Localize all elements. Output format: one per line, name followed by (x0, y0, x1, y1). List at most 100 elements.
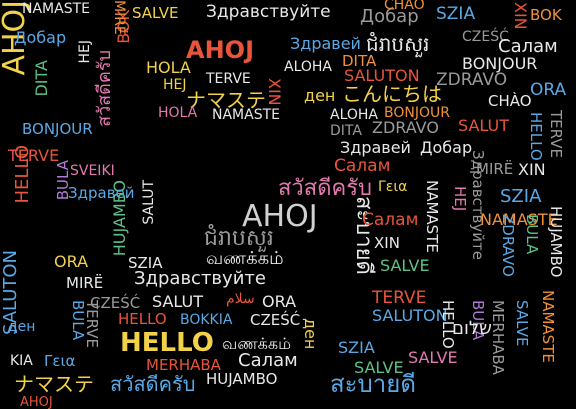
word-zdravei-top: Здравей (290, 34, 361, 53)
word-zdravei-mid: Здравей (340, 138, 411, 157)
word-dobar-left: Добар (14, 28, 67, 47)
word-ahoj-red: AHOJ (186, 36, 254, 64)
word-zdravstvuyte-top: Здравствуйте (206, 2, 331, 22)
word-merhaba-lower: MERHABA (146, 356, 221, 374)
word-bula-vertical-lower: BULA (469, 300, 487, 341)
word-xin-right: XIN (518, 160, 546, 179)
word-mire-left: MIRË (66, 274, 104, 292)
word-namaste-orange: NAMASTE (480, 210, 558, 229)
word-geia-left: Γεια (44, 352, 76, 370)
word-zdravstvuyte-mid: Здравствуйте (134, 268, 266, 289)
word-szia-left: SZIA (128, 254, 163, 272)
word-den-vertical: ден (301, 318, 320, 350)
word-hej-vertical: HEJ (451, 186, 469, 212)
word-ora-right: ORA (530, 80, 567, 100)
word-hola-pink: HOLA (158, 105, 198, 121)
word-dita-gray: DITA (330, 123, 362, 139)
word-czesc-left: CZEŚĆ (90, 294, 141, 312)
word-czesc-mid: CZEŚĆ (250, 311, 301, 329)
word-salut-vertical: SALUT (141, 180, 157, 225)
word-sabaidee-lower: สะบายดี (330, 370, 416, 398)
word-terve-left: TERVE (8, 146, 60, 165)
word-szia-right: SZIA (500, 186, 542, 207)
word-salam-mid: Салам (334, 156, 391, 176)
word-dou-mid: Салам (362, 210, 419, 230)
word-tamil-lower: வணக்கம் (222, 334, 292, 353)
word-kia-left: KIA (10, 353, 33, 369)
word-bonjour-mid: BONJOUR (384, 105, 450, 121)
word-mire-right: MIRË (476, 160, 514, 178)
word-bula-vertical: BULA (523, 214, 541, 255)
word-salam-lower: Салам (238, 350, 298, 371)
word-czesc-top: CZEŚĆ (462, 29, 509, 45)
word-bokkia: BOKKIA (180, 312, 233, 328)
word-ora-center: ORA (262, 292, 297, 311)
word-hojour-bottom: AHOJ (20, 395, 53, 409)
word-namaste-kanji: ナマステ (186, 88, 266, 112)
word-szia-top: SZIA (436, 4, 476, 24)
word-terve-right-vertical: TERVE (547, 110, 565, 158)
word-sabaidee-vertical: สะบายดี (351, 196, 376, 275)
word-hello-right-vertical: HELLO (527, 112, 545, 161)
word-aloha-mid: ALOHA (330, 107, 379, 123)
word-dita-top: DITA (342, 52, 377, 70)
word-ciao-vertical: HEJ (77, 40, 93, 64)
word-terve-mid: TERVE (372, 288, 427, 308)
word-chao-top: CHÀO (384, 0, 425, 13)
word-mire-vertical: MIRË (111, 0, 127, 35)
word-bok-top: BOK (530, 6, 562, 24)
word-namaste-vertical-lower: NAMASTE (539, 290, 557, 363)
word-terve-vertical-lower: TERVE (83, 300, 101, 348)
word-salve-top: SALVE (132, 4, 179, 22)
word-arabic-center: سلام (226, 291, 255, 307)
word-salve-mid: SALVE (380, 256, 430, 275)
word-sawasdee-vertical: สวัสดีครับ (94, 50, 115, 127)
word-salve-lower: SALVE (408, 348, 458, 367)
word-szia-lower: SZIA (338, 338, 375, 357)
word-bonjour-top: BONJOUR (462, 54, 538, 73)
word-bula-vertical-left: BULA (69, 300, 87, 341)
word-konnichiwa: こんにちは (342, 82, 442, 106)
word-zdravo-mid: ZDRAVO (372, 118, 439, 137)
word-den-mid: ден (304, 86, 336, 105)
word-namaste-mid: NAMASTE (212, 107, 280, 123)
word-saluton-mid: SALUTON (372, 306, 448, 325)
word-zdravei-left: Здравей (68, 184, 135, 202)
word-xin-center: XIN (374, 234, 400, 252)
word-hej-top: HEJ (163, 77, 187, 93)
word-namaste-vertical: NAMASTE (423, 180, 441, 253)
word-den-left: ден (8, 319, 36, 335)
word-hebrew: שלום (452, 318, 492, 339)
word-hello-big: HELLO (120, 328, 214, 358)
word-zdravo-vertical: ZDRAVO (499, 214, 517, 277)
word-sawasdee-lower: สวัสดีครับ (110, 372, 196, 396)
word-hola-top: HOLA (146, 58, 191, 77)
word-khmer-top: ជំរាបសួរ (366, 32, 430, 56)
word-salut-mid: SALUT (458, 116, 509, 135)
word-bonjour-left: BONJOUR (22, 120, 93, 138)
word-geia-mid: Γεια (378, 179, 408, 195)
word-salve-green: SALVE (354, 358, 404, 377)
word-salam-top: Салам (498, 36, 558, 57)
word-hujambo-lower: HUJAMBO (206, 370, 278, 388)
word-namaste-kanji-lower: ナマステ (14, 372, 94, 396)
word-hello-small: HELLO (118, 310, 167, 328)
word-ora-left: ORA (54, 252, 89, 271)
word-dobar-mid: Добар (420, 138, 473, 157)
word-aloha-top: ALOHA (284, 59, 333, 75)
word-merhaba-vertical: MERHABA (489, 300, 507, 375)
word-saluton-top: SALUTON (344, 66, 420, 85)
word-namaste-top: NAMASTE (22, 1, 90, 17)
word-sawasdee-mid: สวัสดีครับ (278, 176, 372, 201)
word-sveiki-left: SVEIKI (70, 163, 115, 179)
word-xin-mid: XIN (265, 78, 284, 106)
word-khmer-center: ជំរាបសួរ (204, 226, 274, 251)
word-tamil-center: வணக்கம் (206, 248, 284, 269)
word-zdravstvuyte-vertical: Здравствуйте (469, 150, 487, 260)
word-dita-vertical: DITA (32, 60, 51, 97)
word-terve-top: TERVE (206, 71, 251, 87)
word-chao-right: CHÀO (488, 92, 532, 110)
word-salve-vertical: SALVE (513, 300, 531, 347)
word-xin-top: XIN (511, 2, 530, 30)
